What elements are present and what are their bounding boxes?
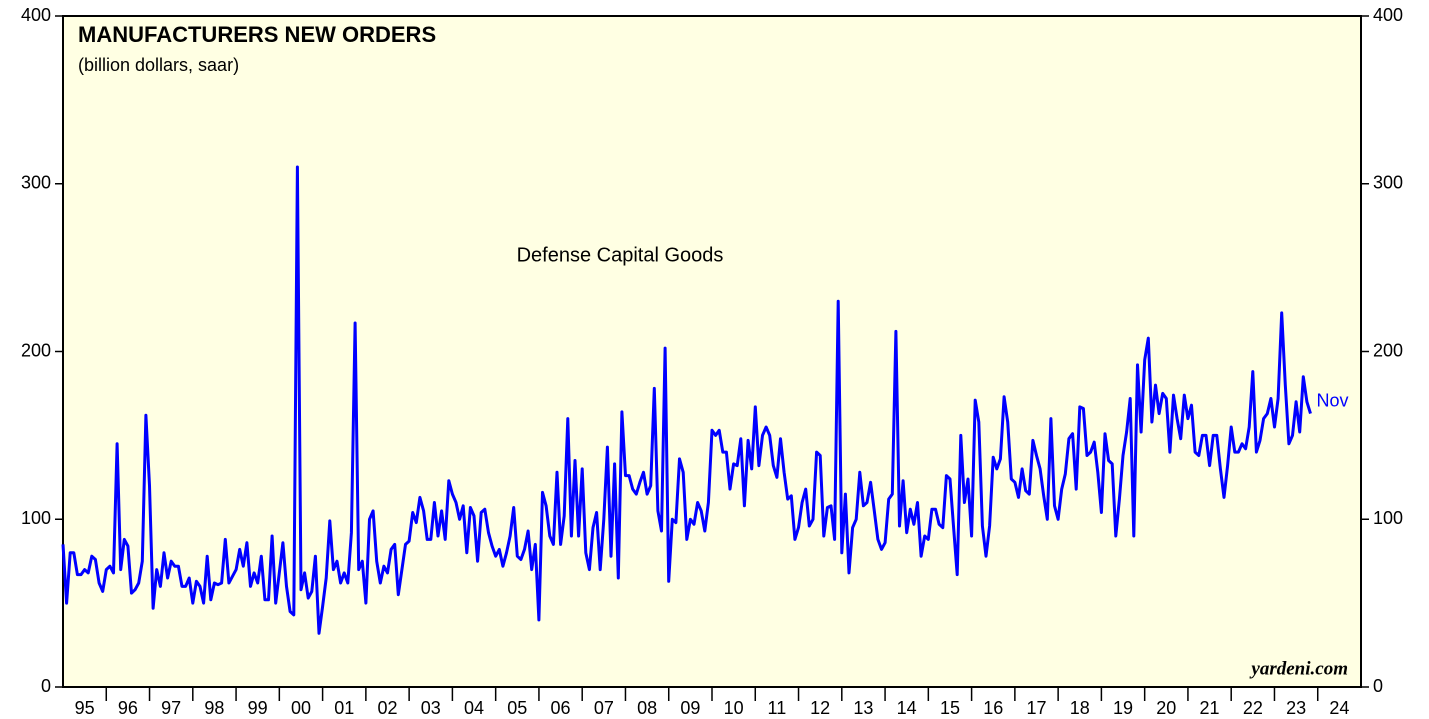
x-tick-label: 23 [1286, 698, 1306, 718]
x-tick-label: 16 [983, 698, 1003, 718]
x-tick-label: 20 [1156, 698, 1176, 718]
x-tick-label: 22 [1243, 698, 1263, 718]
x-tick-label: 19 [1113, 698, 1133, 718]
x-tick-label: 21 [1200, 698, 1220, 718]
y2-tick-label: 100 [1373, 508, 1403, 528]
chart-subtitle: (billion dollars, saar) [78, 55, 239, 75]
y-tick-label: 400 [21, 5, 51, 25]
x-tick-label: 99 [248, 698, 268, 718]
x-tick-label: 04 [464, 698, 484, 718]
y2-tick-label: 200 [1373, 340, 1403, 360]
x-tick-label: 09 [680, 698, 700, 718]
x-tick-label: 15 [940, 698, 960, 718]
end-label: Nov [1317, 390, 1349, 410]
x-tick-label: 06 [551, 698, 571, 718]
x-tick-label: 12 [810, 698, 830, 718]
x-tick-label: 14 [897, 698, 917, 718]
x-tick-label: 07 [594, 698, 614, 718]
x-tick-label: 08 [637, 698, 657, 718]
x-tick-label: 05 [507, 698, 527, 718]
x-tick-label: 18 [1070, 698, 1090, 718]
x-tick-label: 98 [204, 698, 224, 718]
x-tick-label: 97 [161, 698, 181, 718]
x-tick-label: 17 [1026, 698, 1046, 718]
x-tick-label: 03 [421, 698, 441, 718]
y2-tick-label: 0 [1373, 676, 1383, 696]
y2-tick-label: 400 [1373, 5, 1403, 25]
x-tick-label: 02 [377, 698, 397, 718]
x-tick-label: 95 [75, 698, 95, 718]
y-tick-label: 200 [21, 340, 51, 360]
y-tick-label: 300 [21, 173, 51, 193]
x-tick-label: 00 [291, 698, 311, 718]
x-tick-label: 24 [1329, 698, 1349, 718]
plot-area [62, 15, 1362, 688]
x-tick-label: 01 [334, 698, 354, 718]
y-tick-label: 100 [21, 508, 51, 528]
chart-title: MANUFACTURERS NEW ORDERS [78, 22, 436, 47]
x-tick-label: 10 [724, 698, 744, 718]
x-tick-label: 11 [768, 698, 787, 718]
x-tick-label: 13 [853, 698, 873, 718]
annotation: Defense Capital Goods [517, 244, 724, 266]
y2-tick-label: 300 [1373, 173, 1403, 193]
x-tick-label: 96 [118, 698, 138, 718]
source: yardeni.com [1249, 658, 1348, 679]
y-tick-label: 0 [41, 676, 51, 696]
data-line [61, 165, 1312, 635]
